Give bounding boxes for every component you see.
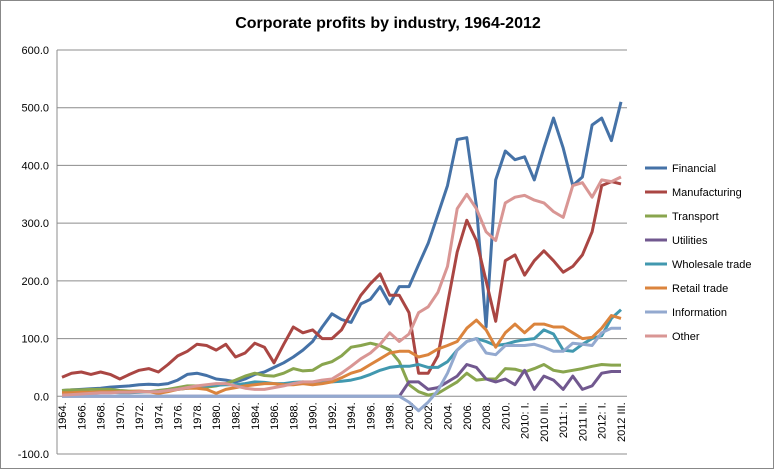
legend-item: Utilities [645,235,708,247]
x-tick-label: 2006. [462,402,474,430]
y-tick-label: 600.0 [21,45,49,57]
y-tick-label: 200.0 [21,276,49,288]
x-axis: 1964. 1966. 1968. 1970. 1972. 1974. 1976. 1978.… [57,402,628,442]
y-tick-label: 500.0 [21,103,49,115]
x-tick-label: 1990. [308,402,320,430]
x-tick-label: 1986. [269,402,281,430]
chart-title: Corporate profits by industry, 1964-2012 [235,15,541,32]
legend-label: Information [672,307,727,319]
x-tick-label: 2010 III. [539,402,551,442]
x-tick-label: 1996. [365,402,377,430]
legend-item: Wholesale trade [645,259,752,271]
legend-item: Retail trade [645,283,728,295]
x-tick-label: 1992. [327,402,339,430]
x-tick-label: 2011: I. [558,402,570,438]
legend-label: Manufacturing [672,187,742,199]
series-line-manufacturing [61,180,622,381]
series-lines [61,101,623,413]
y-tick-label: 400.0 [21,160,49,172]
legend-label: Utilities [672,235,708,247]
x-tick-label: 1972. [134,402,146,430]
x-tick-label: 1984. [250,402,262,430]
series-line-information [62,326,621,413]
y-tick-label: 100.0 [21,334,49,346]
legend-label: Other [672,331,700,343]
legend-item: Information [645,307,727,319]
x-tick-label: 2012 III. [616,402,628,442]
legend-label: Retail trade [672,283,728,295]
y-tick-label: 0.0 [34,391,49,403]
x-tick-label: 1964. [57,402,69,430]
y-axis: -100.0 0.0 100.0 200.0 300.0 400.0 500.0 600.0 [18,45,58,461]
x-tick-label: 2002. [423,402,435,430]
x-tick-label: 1974. [153,402,165,430]
x-tick-label: 1982. [230,402,242,430]
x-tick-label: 2011 III. [577,402,589,441]
x-tick-label: 2012: I. [597,402,609,439]
y-tick-label: 300.0 [21,218,49,230]
legend-label: Wholesale trade [672,259,752,271]
x-tick-label: 1980. [211,402,223,430]
x-tick-label: 1994. [346,402,358,430]
x-tick-label: 1978. [192,402,204,430]
legend-item: Financial [645,163,716,175]
x-tick-label: 2010: I. [520,402,532,439]
legend-item: Manufacturing [645,187,742,199]
legend: Financial Manufacturing Transport Utilities… [645,163,752,343]
series-line-other [61,175,622,397]
y-tick-label: -100.0 [18,449,49,461]
x-tick-label: 1998. [385,402,397,430]
x-tick-label: 2000. [404,402,416,430]
x-tick-label: 1970. [115,402,127,430]
x-tick-label: 1968. [96,402,108,430]
x-tick-label: 1976. [173,402,185,430]
x-tick-label: 2008. [481,402,493,430]
x-tick-label: 1988. [288,402,300,430]
series-line-financial [61,101,623,392]
legend-label: Financial [672,163,716,175]
legend-label: Transport [672,211,719,223]
x-tick-label: 1966. [76,402,88,430]
x-tick-label: 2010. [500,402,512,430]
x-tick-label: 2004. [443,402,455,430]
legend-item: Transport [645,211,719,223]
legend-item: Other [645,331,700,343]
